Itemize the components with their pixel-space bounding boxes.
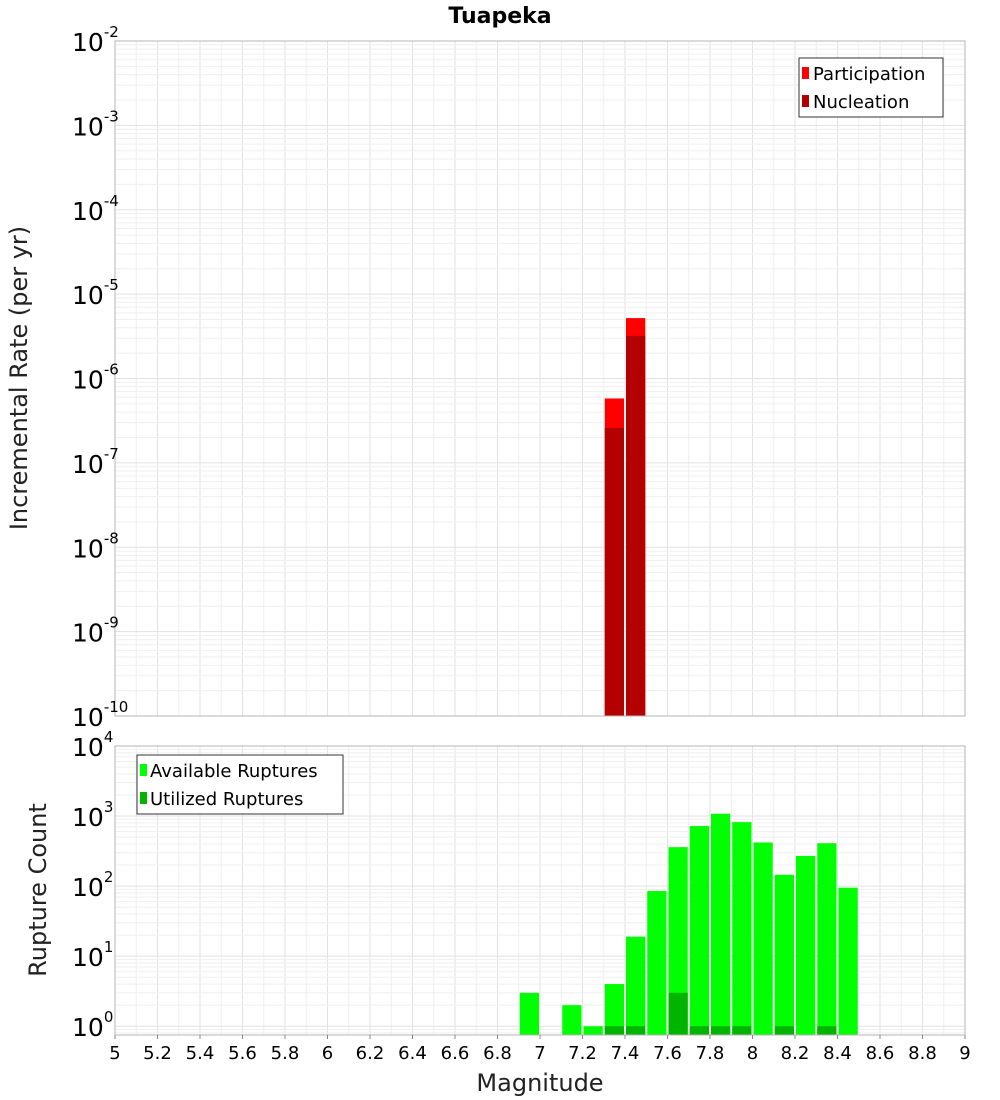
legend-label-nucleation: Nucleation	[813, 92, 909, 113]
rate-y-tick-label: 10-6	[72, 361, 119, 395]
rate-y-tick-label: 10-5	[72, 276, 119, 310]
legend-label-utilized-ruptures: Utilized Ruptures	[150, 789, 303, 810]
x-tick-label: 8	[747, 1043, 758, 1064]
rupture-y-tick-label: 100	[72, 1008, 113, 1042]
x-tick-label: 5	[109, 1043, 120, 1064]
rate-y-axis-label: Incremental Rate (per yr)	[5, 226, 33, 530]
rate-y-tick-label: 10-10	[72, 698, 128, 732]
rate-y-tick-label: 10-4	[72, 192, 119, 226]
rupture-bar-available-ruptures	[796, 855, 816, 1035]
rate-y-tick-label: 10-7	[72, 445, 119, 479]
rupture-bar-available-ruptures	[817, 843, 837, 1035]
rupture-bar-available-ruptures	[604, 984, 624, 1035]
rupture-bar-available-ruptures	[668, 847, 688, 1035]
rupture-bar-utilized-ruptures	[604, 1026, 624, 1035]
rate-y-tick-label: 10-9	[72, 614, 119, 648]
rupture-bar-utilized-ruptures	[668, 992, 688, 1035]
rupture-bar-available-ruptures	[689, 826, 709, 1035]
x-tick-label: 6.2	[356, 1043, 385, 1064]
rupture-legend: Available Ruptures Utilized Ruptures	[136, 754, 344, 815]
rupture-y-ticks: 100 101 102 103 104	[72, 728, 113, 1042]
rupture-count-panel: 100 101 102 103 104 5 5.2 5.4 5.6 5.8 6 6.2 6.4 6.6 6…	[24, 728, 971, 1097]
rupture-bar-available-ruptures	[774, 874, 794, 1035]
x-tick-label: 6	[322, 1043, 333, 1064]
rupture-y-tick-label: 103	[72, 798, 113, 832]
rupture-bar-utilized-ruptures	[711, 1026, 731, 1035]
rupture-bar-utilized-ruptures	[626, 1026, 646, 1035]
rupture-bar-available-ruptures	[626, 936, 646, 1035]
legend-label-participation: Participation	[813, 64, 925, 85]
legend-swatch-utilized-ruptures	[140, 792, 147, 804]
rupture-bar-available-ruptures	[711, 813, 731, 1035]
x-tick-label: 8.2	[781, 1043, 810, 1064]
x-tick-label: 7.2	[568, 1043, 597, 1064]
rate-gridlines	[114, 40, 966, 717]
x-tick-label: 8.4	[823, 1043, 852, 1064]
rate-legend-box	[798, 57, 944, 118]
x-tick-label: 7.4	[611, 1043, 640, 1064]
rupture-bar-available-ruptures	[753, 842, 773, 1035]
x-tick-label: 5.4	[186, 1043, 215, 1064]
x-tick-label: 6.8	[483, 1043, 512, 1064]
rupture-y-tick-label: 101	[72, 938, 113, 972]
rupture-bar-utilized-ruptures	[774, 1026, 794, 1035]
x-tick-label: 6.4	[398, 1043, 427, 1064]
rate-bar-nucleation	[626, 335, 646, 716]
x-axis-label: Magnitude	[476, 1069, 603, 1097]
rate-legend: Participation Nucleation	[798, 57, 944, 118]
rupture-bar-available-ruptures	[647, 891, 667, 1035]
rupture-bar-available-ruptures	[838, 887, 858, 1035]
rate-y-tick-label: 10-3	[72, 107, 119, 141]
rate-y-ticks: 10-10 10-9 10-8 10-7 10-6 10-5 10-4 10-3 10-2	[72, 23, 128, 732]
rupture-y-tick-label: 104	[72, 728, 113, 762]
rupture-bar-utilized-ruptures	[817, 1026, 837, 1035]
rupture-bars	[519, 813, 858, 1035]
legend-swatch-available-ruptures	[140, 764, 147, 776]
rupture-bar-utilized-ruptures	[689, 1026, 709, 1035]
rate-plot-border	[114, 40, 966, 717]
x-tick-label: 5.6	[228, 1043, 257, 1064]
x-axis-ticks: 5 5.2 5.4 5.6 5.8 6 6.2 6.4 6.6 6.8 7 7.2 7.4 7.6 7.8 8…	[109, 1035, 971, 1064]
rupture-bar-available-ruptures	[562, 1005, 582, 1035]
rate-bars	[604, 318, 646, 716]
x-tick-label: 7	[534, 1043, 545, 1064]
x-tick-label: 5.2	[143, 1043, 172, 1064]
rate-panel: 10-10 10-9 10-8 10-7 10-6 10-5 10-4 10-3 10-2 In…	[5, 23, 966, 732]
x-tick-label: 7.6	[653, 1043, 682, 1064]
x-tick-label: 6.6	[441, 1043, 470, 1064]
chart-title: Tuapeka	[448, 4, 551, 29]
rate-y-tick-label: 10-8	[72, 529, 119, 563]
rate-bar-nucleation	[604, 427, 624, 716]
x-tick-label: 7.8	[696, 1043, 725, 1064]
rupture-legend-box	[136, 754, 344, 815]
rupture-bar-available-ruptures	[583, 1026, 603, 1035]
rupture-bar-available-ruptures	[732, 822, 752, 1035]
legend-swatch-nucleation	[802, 95, 809, 107]
rupture-y-tick-label: 102	[72, 868, 113, 902]
x-tick-label: 9	[959, 1043, 970, 1064]
x-tick-label: 8.8	[908, 1043, 937, 1064]
legend-swatch-participation	[802, 67, 809, 79]
x-tick-label: 5.8	[271, 1043, 300, 1064]
rupture-bar-available-ruptures	[519, 992, 539, 1035]
x-tick-label: 8.6	[866, 1043, 895, 1064]
rate-y-tick-label: 10-2	[72, 23, 119, 57]
rupture-y-axis-label: Rupture Count	[24, 803, 52, 977]
legend-label-available-ruptures: Available Ruptures	[150, 761, 318, 782]
rupture-bar-utilized-ruptures	[732, 1026, 752, 1035]
